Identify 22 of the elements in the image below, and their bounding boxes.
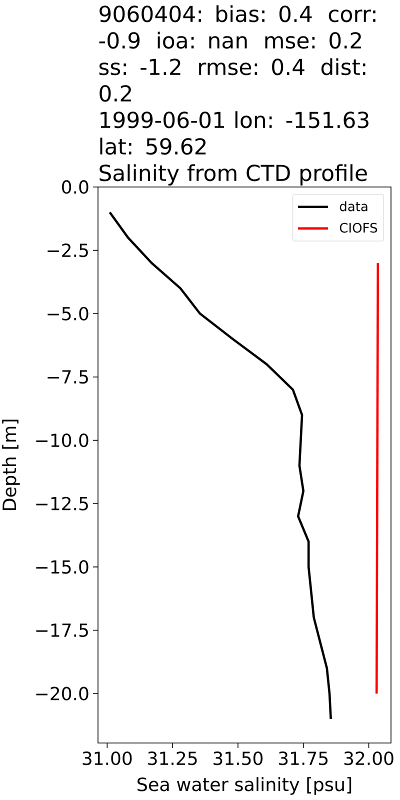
x-tick-label: 31.00	[82, 752, 132, 766]
x-tick-label: 31.50	[214, 752, 263, 766]
y-tick-label: 0.0	[62, 180, 88, 194]
y-tick-label: −12.5	[36, 496, 88, 510]
x-tick-label: 31.75	[278, 752, 328, 766]
y-tick-label: −15.0	[36, 560, 88, 574]
line-series	[108, 211, 332, 720]
legend-label: CIOFS	[340, 222, 378, 233]
y-axis-title: Depth [m]	[2, 420, 20, 510]
text: 1999-06-01 lon: -151.63 lat: 59.62	[100, 111, 368, 155]
text: 9060404: bias: 0.4 corr: -0.9 ioa: nan mse: 0.2 ss: -1.2 rmse: 0.4 dist: 0.2	[99, 5, 376, 102]
y-tick-label: −7.5	[48, 370, 88, 384]
y-tick-label: −5.0	[48, 306, 88, 320]
x-tick-label: 31.25	[148, 752, 197, 766]
chart-title: Salinity from CTD profile	[100, 164, 367, 186]
y-tick-label: −10.0	[36, 433, 88, 448]
legend-label: data	[340, 201, 368, 212]
y-tick-label: −17.5	[36, 624, 88, 637]
y-tick-label: −2.5	[48, 244, 88, 258]
x-tick-label: 32.00	[344, 752, 394, 766]
x-axis-title: Sea water salinity [psu]	[138, 777, 352, 795]
y-tick-label: −20.0	[36, 686, 88, 700]
